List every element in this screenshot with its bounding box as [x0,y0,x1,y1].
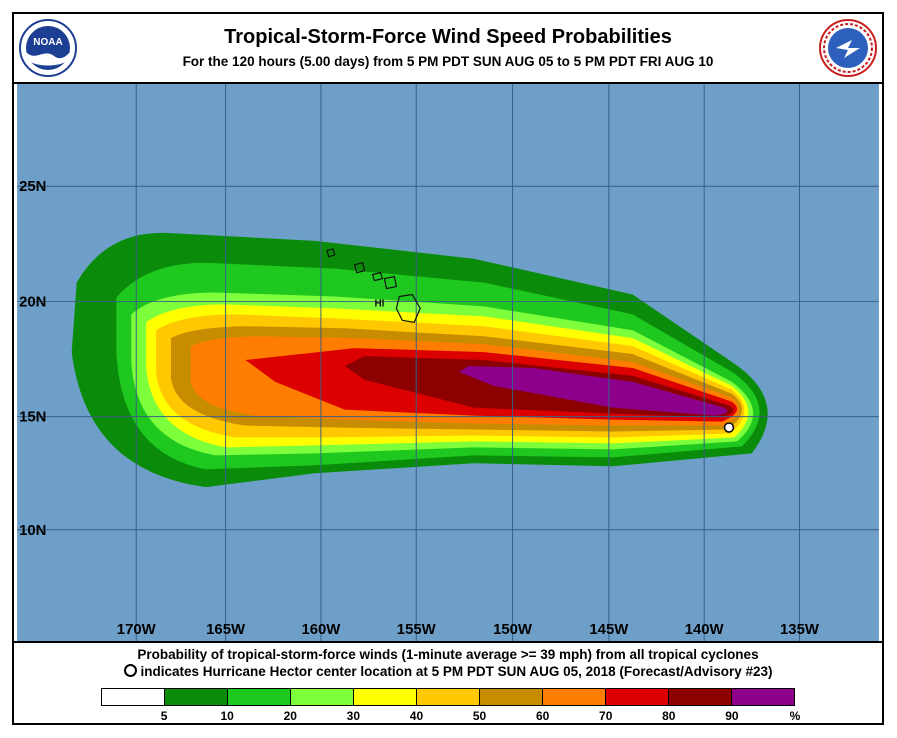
legend-swatch [417,689,480,705]
longitude-label: 145W [589,622,629,638]
legend-label: 10 [220,709,234,723]
nws-logo-icon [819,19,877,77]
probability-bands [71,232,768,488]
legend-swatch [732,689,794,705]
legend-swatch [606,689,669,705]
legend-swatch [102,689,165,705]
svg-text:NOAA: NOAA [33,37,62,48]
longitude-label: 170W [117,622,157,638]
header: Tropical-Storm-Force Wind Speed Probabil… [12,12,884,82]
footer-caption-line-2: indicates Hurricane Hector center locati… [14,664,882,679]
hurricane-center-marker [723,422,735,433]
longitude-labels: 170W 165W 160W 155W 150W 145W 140W 135W [117,622,820,638]
longitude-label: 135W [780,622,820,638]
latitude-labels: 25N 20N 15N 10N [19,179,46,539]
longitude-label: 160W [301,622,341,638]
longitude-label: 140W [685,622,725,638]
latitude-label: 15N [19,410,46,426]
legend-swatch [669,689,732,705]
legend-label: 40 [409,709,424,723]
legend-label: 30 [346,709,361,723]
page-subtitle: For the 120 hours (5.00 days) from 5 PM … [182,54,714,69]
legend-label: 70 [599,709,613,723]
legend-swatch [228,689,291,705]
legend-swatch [354,689,417,705]
probability-map: HI 25N 20N 15N 10N 170W 165W 160W 155W 150W 145W… [14,82,882,643]
footer-caption-line-2-text: indicates Hurricane Hector center locati… [140,664,773,679]
legend-swatch [291,689,354,705]
legend-label: 60 [535,709,550,723]
latitude-label: 20N [19,294,46,310]
latitude-label: 10N [19,523,46,539]
legend-label: 20 [283,709,297,723]
legend-label: 50 [472,709,487,723]
longitude-label: 150W [493,622,533,638]
legend-label: 5 [160,709,168,723]
center-marker-icon [123,664,137,677]
legend-label: % [789,709,801,723]
noaa-logo-icon: NOAA [19,19,77,77]
graticule [17,84,879,641]
hawaii-islands [326,248,421,323]
footer-caption-line-1: Probability of tropical-storm-force wind… [137,647,759,662]
legend-label: 80 [662,709,676,723]
longitude-label: 165W [206,622,246,638]
legend-swatch [480,689,543,705]
latitude-label: 25N [19,179,46,195]
color-legend [101,688,795,706]
legend-swatch [543,689,606,705]
island-label-hi: HI [375,298,385,309]
page-title: Tropical-Storm-Force Wind Speed Probabil… [224,26,672,48]
band-90 [458,365,728,416]
longitude-label: 155W [397,622,437,638]
legend-label: 90 [725,709,739,723]
legend-swatch [165,689,228,705]
